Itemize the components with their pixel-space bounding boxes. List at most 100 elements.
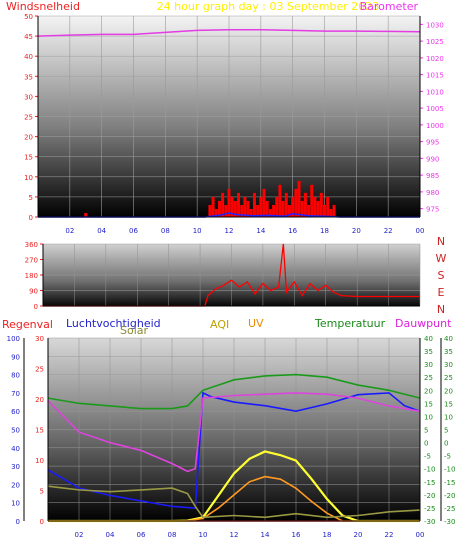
wind-bar [319,192,323,217]
panel1-left-tick-label: 10 [24,174,33,182]
compass-label: S [438,269,445,282]
rain-tick-label: 50 [11,427,20,435]
wind-bar [284,192,288,217]
panel1-grid [38,15,421,218]
panel1-x-tick-label: 20 [352,227,361,235]
panel1-x-tick-label: 22 [384,227,393,235]
panel2-series [43,243,420,307]
panel1-x-tick-label: 00 [416,227,425,235]
temp-tick-label: -5 [424,453,431,461]
panel1-left-tick-label: 0 [29,214,33,222]
panel1-left-tick-label: 40 [24,53,33,61]
panel1-left-tick-label: 5 [29,194,33,202]
panel3-x-tick-label: 12 [230,531,239,539]
panel3-y-ticks: 0102030405060708090100051015202530-30-25… [7,335,456,526]
temp-tick-label: 5 [424,427,428,435]
rain-tick-label: 80 [11,372,20,380]
panel1-right-tick-label: 990 [426,155,439,163]
panel1-right-tick-label: 1020 [426,55,444,63]
legend-dauwpunt: Dauwpunt [395,317,452,330]
wind-bar [84,212,88,217]
temp-tick-label: 0 [424,440,428,448]
panel1-left-label: Windsnelheid [6,0,80,13]
wind-bar [303,192,307,217]
wind-bar [265,200,269,217]
wind-bar [287,204,291,217]
humidity-tick-label: 25 [35,366,44,374]
wind-bar [332,204,336,217]
wind-bar [217,200,221,217]
wind-bar [278,184,282,217]
panel1-x-tick-label: 12 [225,227,234,235]
dewpoint-tick-label: 5 [444,427,448,435]
temp-tick-label: 15 [424,400,433,408]
panel2-tick-label: 180 [25,272,38,280]
humidity-tick-label: 10 [35,457,44,465]
wind-bar [259,196,263,217]
panel2-tick-label: 360 [25,241,38,249]
panel1-left-tick-label: 30 [24,93,33,101]
rain-tick-label: 0 [16,518,20,526]
panel1-x-tick-label: 04 [97,227,106,235]
panel3-x-tick-label: 20 [354,531,363,539]
temp-tick-label: -15 [424,479,435,487]
legend-aqi: AQI [210,318,229,331]
panel1-left-tick-label: 45 [24,33,33,41]
wind-bar [300,200,304,217]
wind-bar [297,180,301,217]
panel1-x-ticks: 02 04 06 08 10 12 14 16 18 20 22 00 [65,227,424,235]
wind-bar [221,192,225,217]
panel3-x-tick-label: 22 [385,531,394,539]
dewpoint-tick-label: -25 [444,505,455,513]
wind-bar [329,208,333,217]
dewpoint-tick-label: -20 [444,492,455,500]
temp-tick-label: 35 [424,348,433,356]
panel2-y-ticks: 0 90 180 270 360 [25,241,43,311]
temp-tick-label: 30 [424,361,433,369]
wind-bar [246,200,250,217]
wind-bar [294,188,298,217]
legend-temperatuur: Temperatuur [314,317,386,330]
wind-bar [262,188,266,217]
dewpoint-tick-label: 25 [444,374,453,382]
legend-uv: UV [248,317,264,330]
panel1-x-tick-label: 06 [129,227,138,235]
panel1-right-ticks: 975 980 985 990 995 1000 1005 1010 1015 1020 1025 1… [420,21,444,214]
series-aqi [47,485,421,519]
wind-bar [233,200,237,217]
humidity-tick-label: 5 [40,488,44,496]
panel3-x-tick-label: 16 [292,531,301,539]
barometer-line [37,28,421,37]
series-temperatuur [47,373,421,410]
humidity-tick-label: 0 [40,518,44,526]
panel1-left-tick-label: 20 [24,134,33,142]
wind-bar [224,204,228,217]
panel2-tick-label: 0 [34,303,38,311]
wind-bar [313,196,317,217]
wind-bar [227,188,231,217]
panel1-x-tick-label: 18 [320,227,329,235]
dewpoint-tick-label: -15 [444,479,455,487]
dewpoint-tick-label: 10 [444,413,453,421]
panel1-right-tick-label: 995 [426,139,439,147]
panel2-tick-label: 90 [29,288,38,296]
panel1-x-tick-label: 14 [256,227,265,235]
rain-tick-label: 10 [11,500,20,508]
rain-tick-label: 70 [11,390,20,398]
wind-bar [256,204,260,217]
humidity-tick-label: 20 [35,396,44,404]
wind-bar [291,196,295,217]
temp-tick-label: -20 [424,492,435,500]
wind-bar [243,196,247,217]
rain-tick-label: 60 [11,408,20,416]
panel3-x-tick-label: 00 [416,531,425,539]
rain-tick-label: 100 [7,335,20,343]
panel1-x-tick-label: 16 [288,227,297,235]
wind-bar [275,196,279,217]
wind-bar [268,208,272,217]
dewpoint-tick-label: -30 [444,518,455,526]
wind-bar [252,192,256,217]
panel1-right-tick-label: 1015 [426,72,444,80]
panel2-tick-label: 270 [25,257,38,265]
